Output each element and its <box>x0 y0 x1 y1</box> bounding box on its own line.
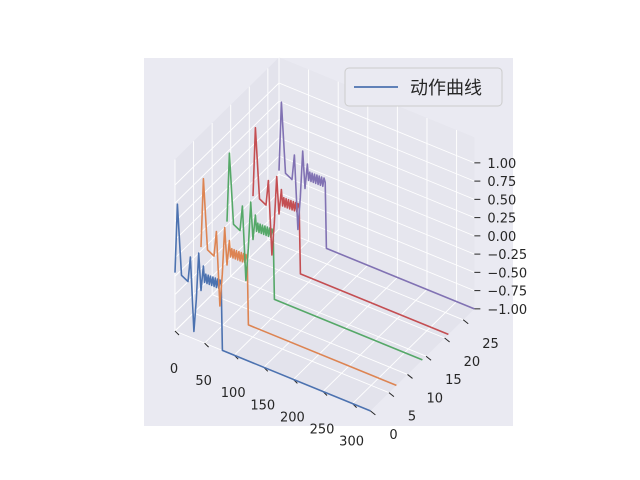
y-tick-label: 0 <box>389 428 397 443</box>
z-tick-label: 1.00 <box>487 157 516 172</box>
grid-z-back <box>278 210 475 292</box>
x-tick <box>174 330 180 336</box>
y-tick-label: 10 <box>427 391 444 406</box>
z-tick-label: −1.00 <box>487 303 527 318</box>
z-tick-label: −0.25 <box>487 248 527 263</box>
x-tick-label: 200 <box>280 410 305 425</box>
grid-z-back <box>278 192 475 273</box>
x-tick <box>204 342 209 348</box>
legend-label: 动作曲线 <box>410 78 482 99</box>
y-tick-label: 15 <box>445 373 462 388</box>
z-tick-label: 0.50 <box>487 193 516 208</box>
y-tick <box>388 392 395 398</box>
y-tick-label: 25 <box>482 337 499 352</box>
y-tick <box>370 410 376 416</box>
grid-z-back <box>278 173 475 255</box>
grid-z-back <box>278 137 475 219</box>
x-tick-label: 150 <box>250 398 275 413</box>
y-tick <box>407 374 413 379</box>
y-tick <box>425 355 432 361</box>
z-tick-label: 0.00 <box>487 230 516 245</box>
pane-back <box>279 57 475 309</box>
pane-left <box>175 57 279 332</box>
y-tick-label: 20 <box>464 355 481 370</box>
z-tick-label: −0.50 <box>487 266 527 281</box>
y-tick <box>444 337 450 343</box>
y-tick-label: 5 <box>408 410 416 425</box>
grid-y-floor <box>249 257 445 339</box>
y-tick <box>462 319 469 325</box>
grid-z-left <box>174 137 280 241</box>
legend: 动作曲线 <box>344 67 503 107</box>
series <box>174 101 475 412</box>
grid-z-left <box>174 119 280 222</box>
x-tick-label: 50 <box>195 374 212 389</box>
grid-z-back <box>278 119 475 200</box>
x-tick-label: 0 <box>170 362 178 377</box>
grid-z-left <box>174 100 280 204</box>
z-axis: 1.00 0.75 0.50 0.25 0.00 −0.25 −0.50 −0.75 −1.00 <box>474 157 527 318</box>
z-tick-label: −0.75 <box>487 285 527 300</box>
grid-z-back <box>278 82 475 164</box>
grid-z-left <box>174 82 280 186</box>
grid-y-floor <box>211 294 408 375</box>
grid-z-left <box>174 192 280 295</box>
grid-z-left <box>174 173 280 277</box>
legend-box <box>344 67 503 107</box>
x-tick-label: 300 <box>339 435 364 450</box>
x-tick-label: 100 <box>221 386 246 401</box>
series-line <box>278 101 475 310</box>
grid-y-floor <box>193 312 390 394</box>
z-tick-label: 0.75 <box>487 175 516 190</box>
z-tick-label: 0.25 <box>487 212 516 227</box>
grid-z-back <box>278 100 475 182</box>
grid-y-floor <box>230 275 427 357</box>
x-tick-label: 250 <box>310 423 335 438</box>
grid-z-back <box>278 155 475 237</box>
